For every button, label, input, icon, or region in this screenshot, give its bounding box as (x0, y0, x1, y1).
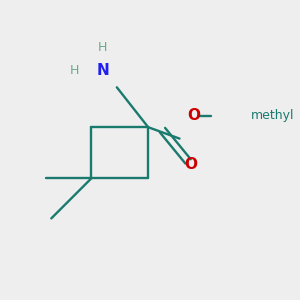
Text: O: O (187, 108, 200, 123)
Text: N: N (96, 63, 109, 78)
Text: O: O (184, 157, 197, 172)
Text: H: H (69, 64, 79, 77)
Text: H: H (98, 41, 107, 54)
Text: methyl: methyl (251, 109, 294, 122)
